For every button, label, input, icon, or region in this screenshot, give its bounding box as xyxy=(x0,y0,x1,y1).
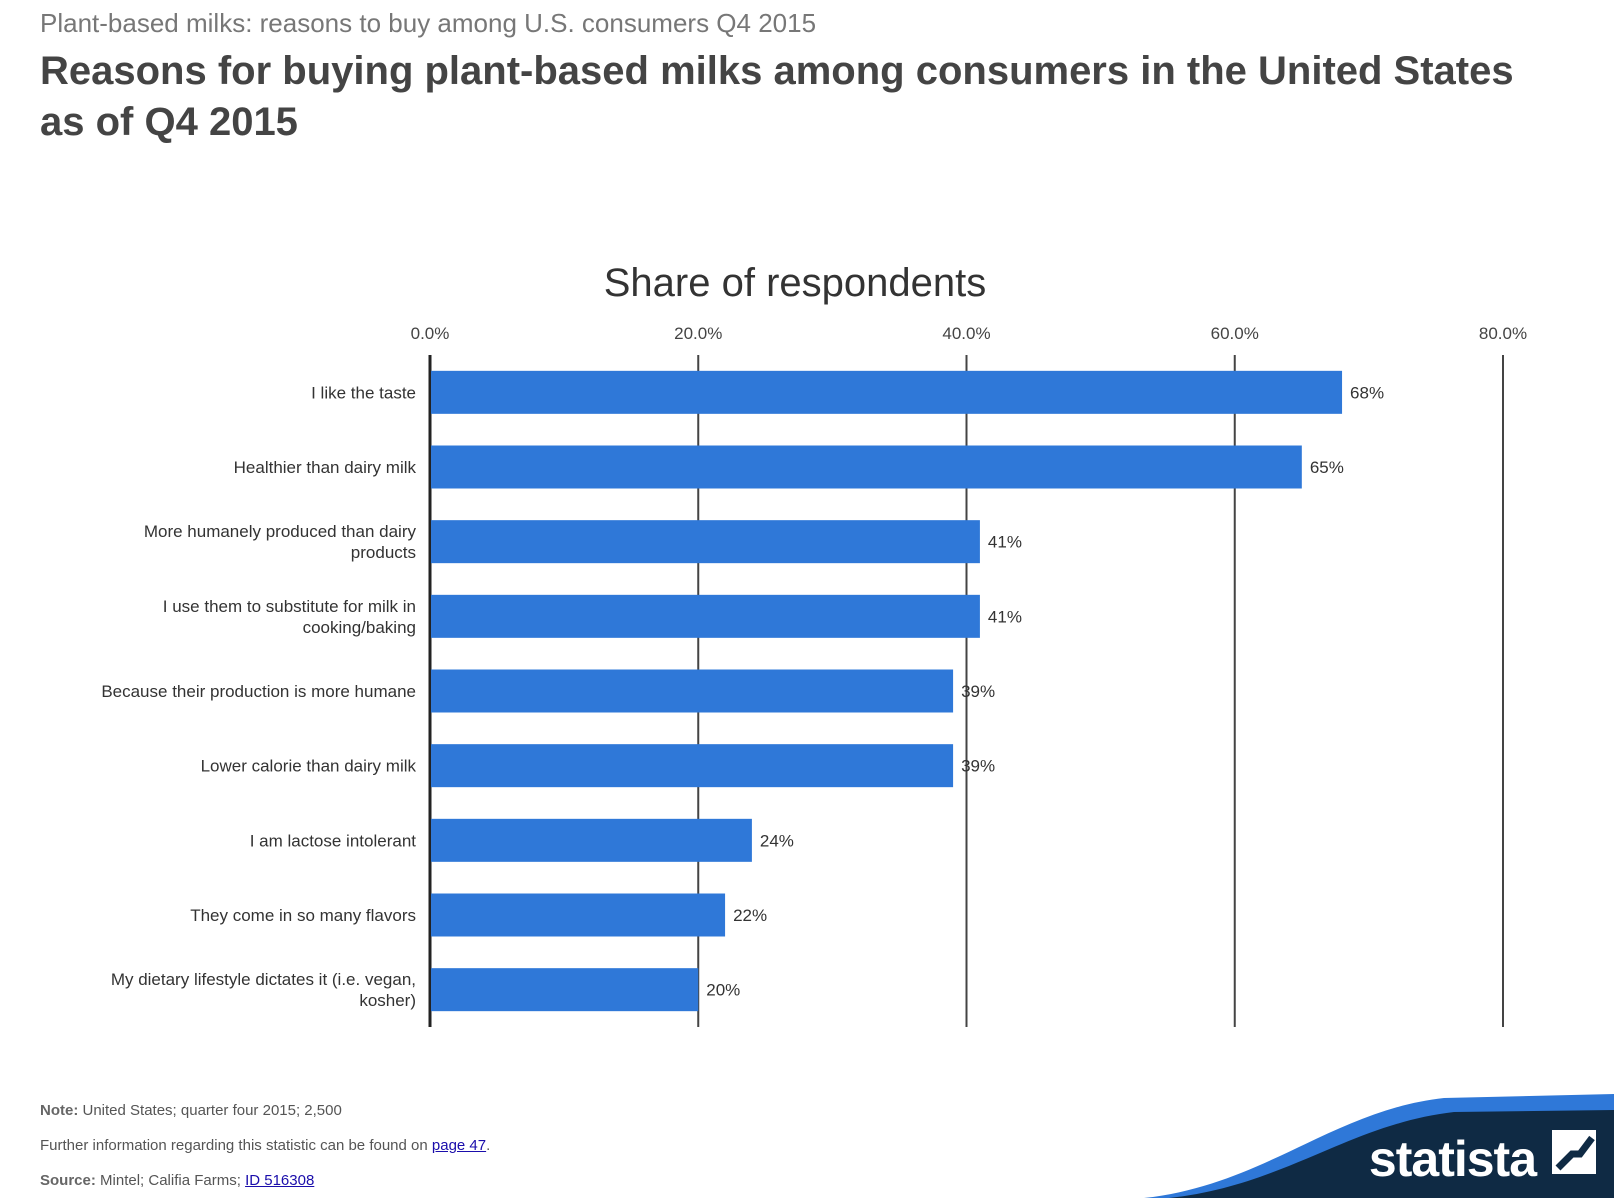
category-label: I am lactose intolerant xyxy=(250,831,417,850)
value-label: 39% xyxy=(961,757,995,776)
category-label: My dietary lifestyle dictates it (i.e. v… xyxy=(111,970,416,1010)
note-label: Note: xyxy=(40,1102,79,1119)
category-label: Lower calorie than dairy milk xyxy=(201,757,417,776)
supertitle: Plant-based milks: reasons to buy among … xyxy=(40,8,817,38)
bar xyxy=(431,520,980,564)
category-label: Because their production is more humane xyxy=(101,682,416,701)
statista-mark-icon xyxy=(1552,1130,1596,1174)
value-label: 65% xyxy=(1310,458,1344,477)
category-label: More humanely produced than dairy product… xyxy=(144,522,417,562)
x-tick-label: 80.0% xyxy=(1479,324,1527,343)
id-link[interactable]: ID 516308 xyxy=(245,1172,315,1189)
info-text: Further information regarding this stati… xyxy=(40,1137,428,1154)
value-label: 22% xyxy=(733,906,767,925)
bar xyxy=(431,744,954,788)
statista-wave-shape xyxy=(1144,1094,1614,1198)
bar-chart: Share of respondents 0.0% 20.0% 40.0% 60.0% 8… xyxy=(101,261,1527,1027)
chart-title: Share of respondents xyxy=(604,261,986,305)
value-label: 39% xyxy=(961,682,995,701)
bar xyxy=(431,893,726,937)
note-text: United States; quarter four 2015; 2,500 xyxy=(82,1102,342,1119)
x-tick-label: 20.0% xyxy=(674,324,722,343)
value-label: 24% xyxy=(760,831,794,850)
source-text: Mintel; Califia Farms; xyxy=(100,1172,241,1189)
category-label: They come in so many flavors xyxy=(190,906,416,925)
info-line: Further information regarding this stati… xyxy=(40,1137,490,1154)
statista-logo[interactable]: statista xyxy=(1144,1090,1614,1198)
bar xyxy=(431,818,752,862)
category-label: I like the taste xyxy=(311,383,416,402)
bar xyxy=(431,370,1343,414)
category-label: I use them to substitute for milk in cook… xyxy=(163,597,416,637)
page-title: Reasons for buying plant-based milks amo… xyxy=(40,49,1514,144)
statista-wordmark: statista xyxy=(1368,1131,1537,1187)
value-label: 41% xyxy=(988,533,1022,552)
bar xyxy=(431,669,954,713)
info-end: . xyxy=(486,1137,491,1154)
source-line: Source: Mintel; Califia Farms; ID 516308 xyxy=(40,1172,314,1189)
note-line: Note: United States; quarter four 2015; … xyxy=(40,1102,342,1119)
bar xyxy=(431,968,699,1012)
value-label: 41% xyxy=(988,607,1022,626)
x-tick-label: 0.0% xyxy=(411,324,450,343)
value-label: 68% xyxy=(1350,383,1384,402)
x-tick-label: 60.0% xyxy=(1211,324,1259,343)
bar xyxy=(431,594,980,638)
category-label: Healthier than dairy milk xyxy=(234,458,417,477)
source-label: Source: xyxy=(40,1172,96,1189)
page-link[interactable]: page 47 xyxy=(431,1137,487,1154)
value-label: 20% xyxy=(706,981,740,1000)
x-tick-label: 40.0% xyxy=(942,324,990,343)
bar xyxy=(431,445,1302,489)
